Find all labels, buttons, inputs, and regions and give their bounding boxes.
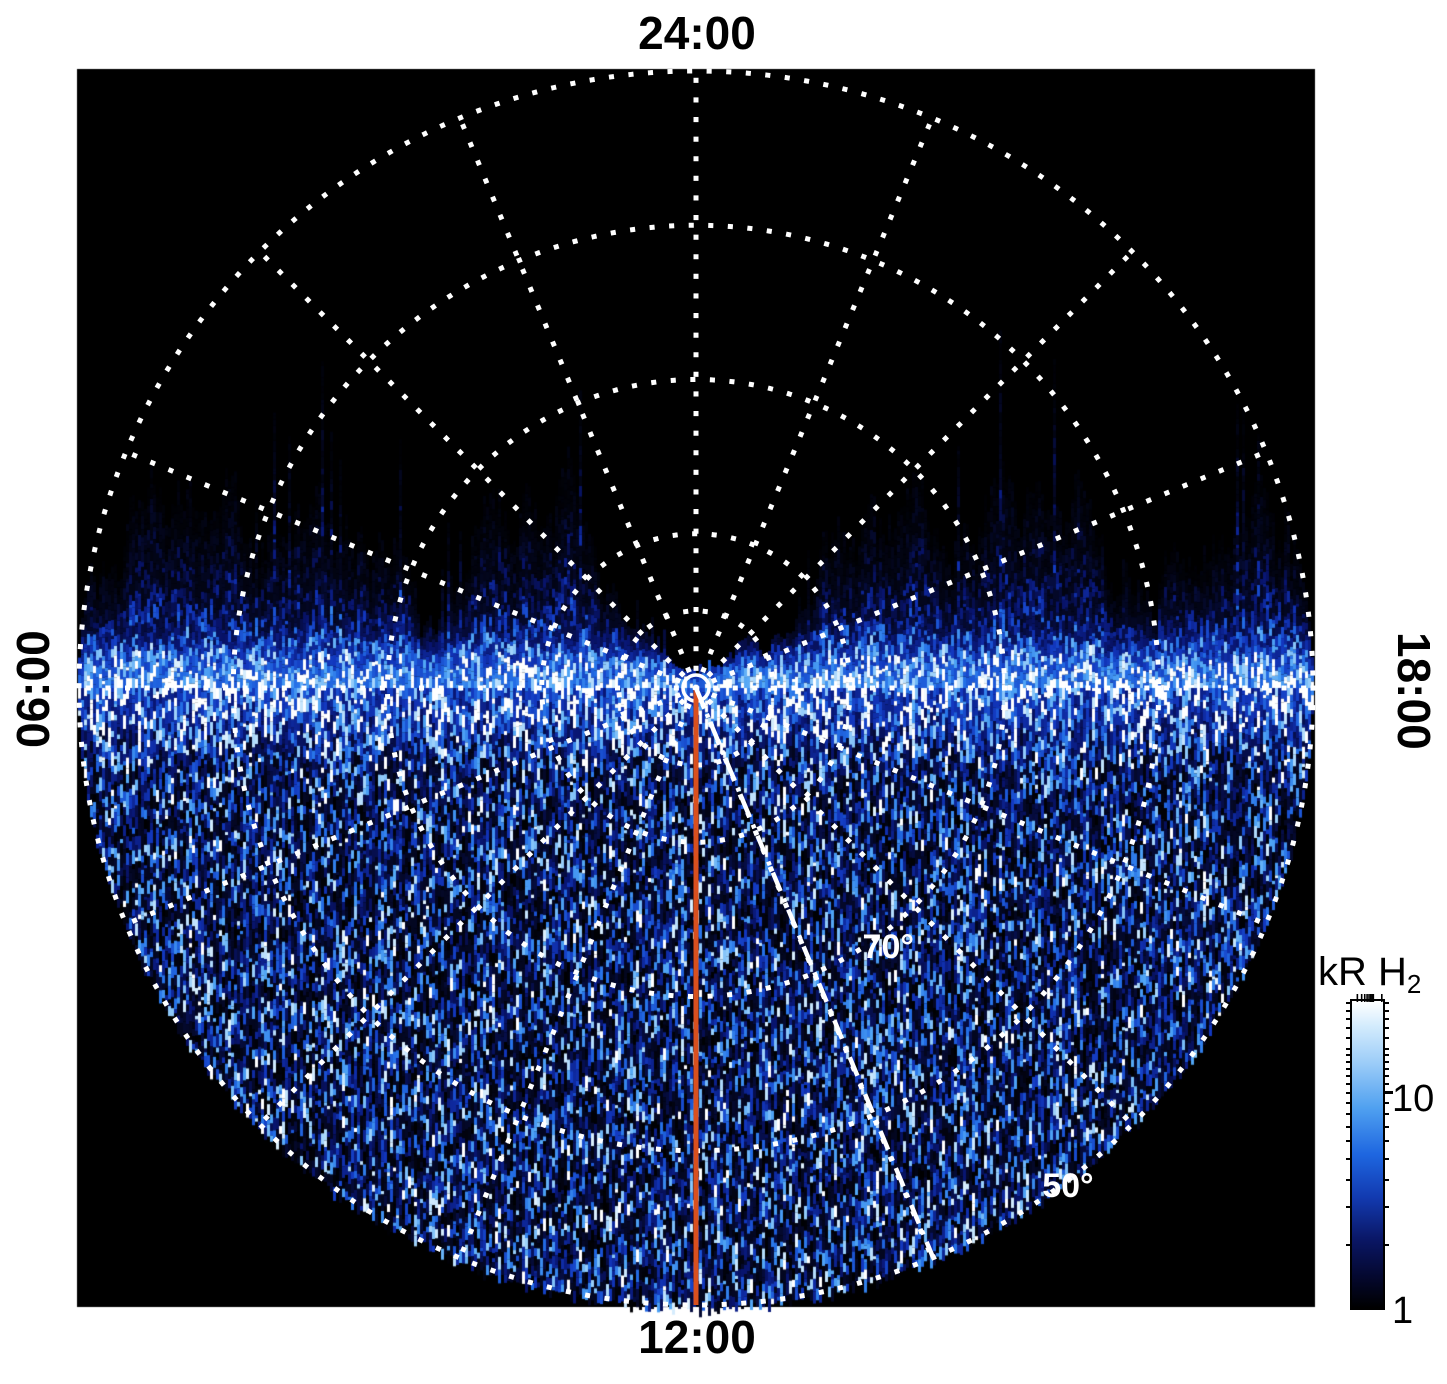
svg-text:50°: 50° <box>1042 1167 1093 1205</box>
svg-text:70°: 70° <box>863 928 914 966</box>
